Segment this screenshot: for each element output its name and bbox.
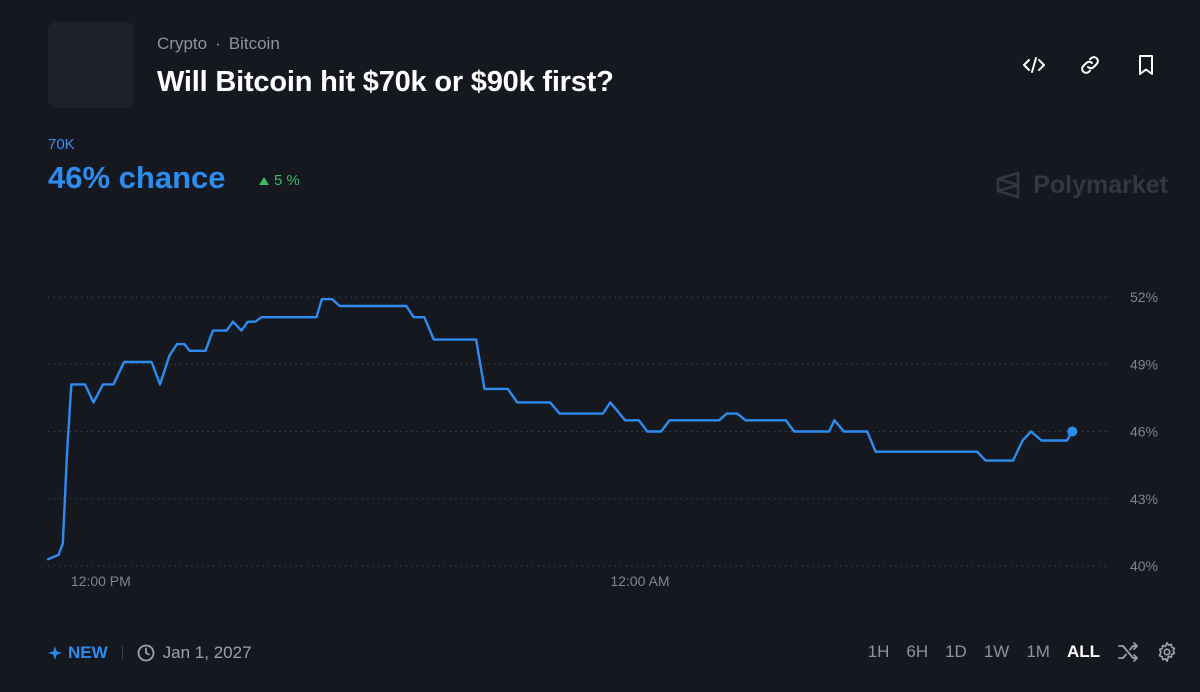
page-title: Will Bitcoin hit $70k or $90k first? [157, 66, 614, 98]
range-all[interactable]: ALL [1066, 642, 1100, 661]
range-1d[interactable]: 1D [945, 642, 967, 661]
sparkle-icon [48, 646, 62, 660]
y-tick-label: 40% [1130, 558, 1158, 574]
end-date-text: Jan 1, 2027 [162, 643, 252, 662]
breadcrumb-category[interactable]: Crypto [157, 34, 208, 53]
new-label: NEW [68, 643, 108, 662]
bookmark-icon [1139, 55, 1153, 75]
triangle-up-icon [259, 176, 269, 185]
chance-delta: 5 % [258, 172, 300, 189]
range-1m[interactable]: 1M [1026, 642, 1050, 661]
range-1h[interactable]: 1H [867, 642, 890, 661]
y-tick-label: 43% [1130, 491, 1158, 507]
y-tick-label: 52% [1130, 289, 1158, 305]
gear-icon [1158, 642, 1176, 662]
x-tick-label: 12:00 PM [71, 573, 131, 589]
footer-divider [121, 646, 123, 660]
embed-icon [1023, 57, 1045, 73]
polymarket-logo-icon [996, 171, 1020, 199]
footer-left: NEW Jan 1, 2027 [48, 643, 252, 663]
range-6h[interactable]: 6H [906, 642, 929, 661]
outcome-label: 70K [48, 136, 75, 153]
chance-value: 46% chance [48, 160, 226, 195]
polymarket-watermark: Polymarket [993, 170, 1168, 200]
copy-link-button[interactable] [1076, 50, 1104, 80]
shuffle-icon [1118, 642, 1138, 662]
breadcrumb-separator: · [215, 34, 221, 53]
series-end-point [1067, 426, 1078, 437]
new-badge: NEW [48, 643, 108, 663]
x-tick-label: 12:00 AM [610, 573, 669, 589]
range-1w[interactable]: 1W [983, 642, 1010, 661]
y-tick-label: 49% [1130, 356, 1158, 372]
link-icon [1081, 56, 1099, 74]
bookmark-button[interactable] [1132, 50, 1160, 80]
breadcrumb: Crypto · Bitcoin [157, 34, 280, 54]
time-range-selector: 1H 6H 1D 1W 1M ALL [868, 641, 1178, 663]
header-actions [1020, 50, 1160, 80]
series-line-70k [46, 298, 1074, 561]
settings-button[interactable] [1156, 641, 1178, 663]
end-date: Jan 1, 2027 [137, 643, 252, 663]
embed-button[interactable] [1020, 50, 1048, 80]
price-chart: 40% 43% 46% 49% 52% 12:00 PM 12:00 AM [46, 289, 1158, 589]
breadcrumb-subcategory[interactable]: Bitcoin [228, 34, 280, 53]
shuffle-button[interactable] [1117, 642, 1139, 662]
y-tick-label: 46% [1130, 424, 1158, 440]
watermark-text: Polymarket [1033, 170, 1168, 199]
chance-delta-value: 5 % [274, 172, 300, 189]
clock-icon [137, 644, 155, 662]
market-thumbnail [48, 22, 134, 108]
